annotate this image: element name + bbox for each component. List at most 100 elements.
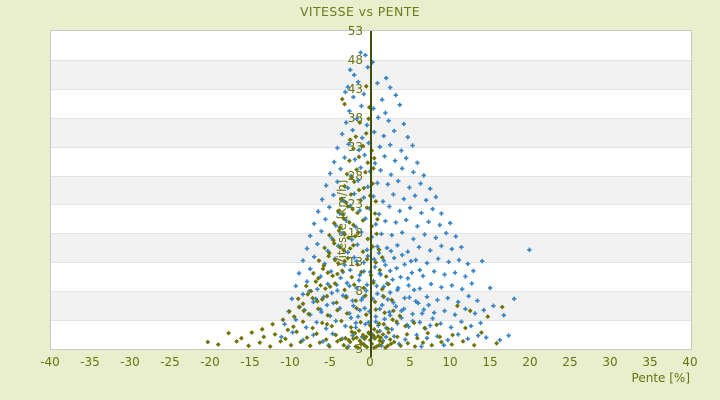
data-point-cross: [428, 281, 434, 287]
data-point-cross: [416, 245, 422, 250]
data-point-diamond: [350, 206, 356, 212]
data-point-cross: [345, 84, 350, 90]
data-point-cross: [388, 248, 394, 254]
data-point-cross: [352, 255, 357, 260]
data-point-diamond: [360, 143, 366, 149]
data-point-diamond: [354, 210, 360, 216]
data-point-diamond: [350, 242, 356, 248]
data-point-diamond: [280, 317, 286, 323]
data-point-cross: [401, 121, 406, 127]
data-point-cross: [406, 283, 411, 288]
data-point-diamond: [350, 222, 356, 228]
data-point-cross: [378, 272, 383, 277]
data-point-cross: [385, 182, 390, 187]
data-point-diamond: [390, 317, 396, 323]
data-point-diamond: [394, 334, 400, 340]
data-point-diamond: [390, 308, 396, 314]
data-point-cross: [341, 198, 346, 203]
data-point-cross: [391, 300, 396, 305]
data-point-diamond: [301, 308, 307, 314]
data-point-cross: [417, 267, 422, 273]
data-point-diamond: [205, 339, 211, 345]
data-point-cross: [465, 336, 470, 341]
data-point-diamond: [471, 342, 477, 348]
data-point-cross: [402, 262, 407, 267]
data-point-diamond: [226, 330, 232, 336]
x-tick-label: -30: [120, 355, 140, 369]
data-point-diamond: [282, 336, 288, 342]
data-point-diamond: [294, 329, 300, 335]
data-point-cross: [393, 304, 398, 309]
data-point-cross: [375, 180, 380, 186]
data-point-cross: [481, 308, 486, 313]
data-point-cross: [331, 192, 336, 198]
data-point-diamond: [342, 101, 348, 107]
data-point-cross: [424, 260, 430, 266]
data-point-diamond: [295, 296, 301, 302]
data-point-cross: [360, 135, 365, 140]
data-point-diamond: [354, 167, 360, 173]
data-point-diamond: [346, 337, 352, 343]
data-point-diamond: [342, 258, 348, 264]
data-point-diamond: [234, 338, 240, 344]
data-point-cross: [344, 120, 349, 125]
data-point-cross: [404, 156, 409, 161]
scatter-points-canvas: [205, 50, 532, 351]
data-point-cross: [413, 257, 418, 263]
data-point-diamond: [347, 137, 353, 143]
data-point-cross: [388, 85, 393, 90]
data-point-diamond: [323, 337, 329, 342]
data-point-diamond: [358, 319, 364, 325]
x-tick-label: -15: [240, 355, 260, 369]
data-point-cross: [323, 217, 328, 222]
data-point-cross: [392, 128, 397, 134]
data-point-diamond: [372, 335, 378, 341]
x-tick-label: -20: [200, 355, 220, 369]
data-point-cross: [353, 325, 358, 330]
data-point-diamond: [215, 342, 221, 347]
data-point-cross: [384, 75, 389, 81]
data-point-cross: [480, 259, 485, 264]
data-point-cross: [333, 223, 338, 228]
data-point-cross: [403, 337, 408, 342]
data-point-cross: [375, 291, 380, 296]
data-point-cross: [364, 122, 370, 128]
data-point-cross: [308, 233, 313, 238]
data-point-cross: [426, 219, 431, 224]
data-point-diamond: [338, 318, 344, 324]
data-point-diamond: [354, 335, 360, 341]
data-point-cross: [442, 308, 447, 313]
data-point-cross: [395, 243, 400, 248]
data-point-cross: [449, 246, 454, 252]
data-point-cross: [352, 157, 358, 162]
data-point-cross: [388, 290, 393, 295]
data-point-diamond: [306, 311, 312, 317]
data-point-cross: [354, 116, 359, 121]
data-point-cross: [407, 185, 412, 190]
data-point-diamond: [316, 258, 322, 264]
data-point-diamond: [261, 334, 267, 340]
data-point-cross: [313, 296, 318, 301]
data-point-diamond: [373, 198, 379, 204]
data-point-cross: [439, 243, 444, 249]
data-point-cross: [410, 143, 415, 148]
data-point-diamond: [300, 301, 306, 307]
data-point-diamond: [238, 335, 244, 341]
data-point-diamond: [310, 270, 316, 276]
data-point-cross: [452, 312, 458, 317]
data-point-cross: [472, 311, 478, 316]
data-point-diamond: [338, 196, 344, 202]
data-point-cross: [402, 295, 407, 301]
data-point-cross: [350, 128, 355, 133]
data-point-diamond: [329, 323, 335, 329]
x-tick-label: -5: [324, 355, 336, 369]
data-point-diamond: [326, 232, 332, 238]
data-point-diamond: [386, 281, 392, 287]
data-point-diamond: [334, 300, 340, 306]
data-point-cross: [407, 295, 412, 300]
data-point-diamond: [324, 321, 330, 327]
data-point-cross: [312, 254, 317, 259]
data-point-diamond: [326, 253, 332, 259]
data-point-diamond: [372, 211, 378, 216]
data-point-cross: [409, 270, 414, 275]
